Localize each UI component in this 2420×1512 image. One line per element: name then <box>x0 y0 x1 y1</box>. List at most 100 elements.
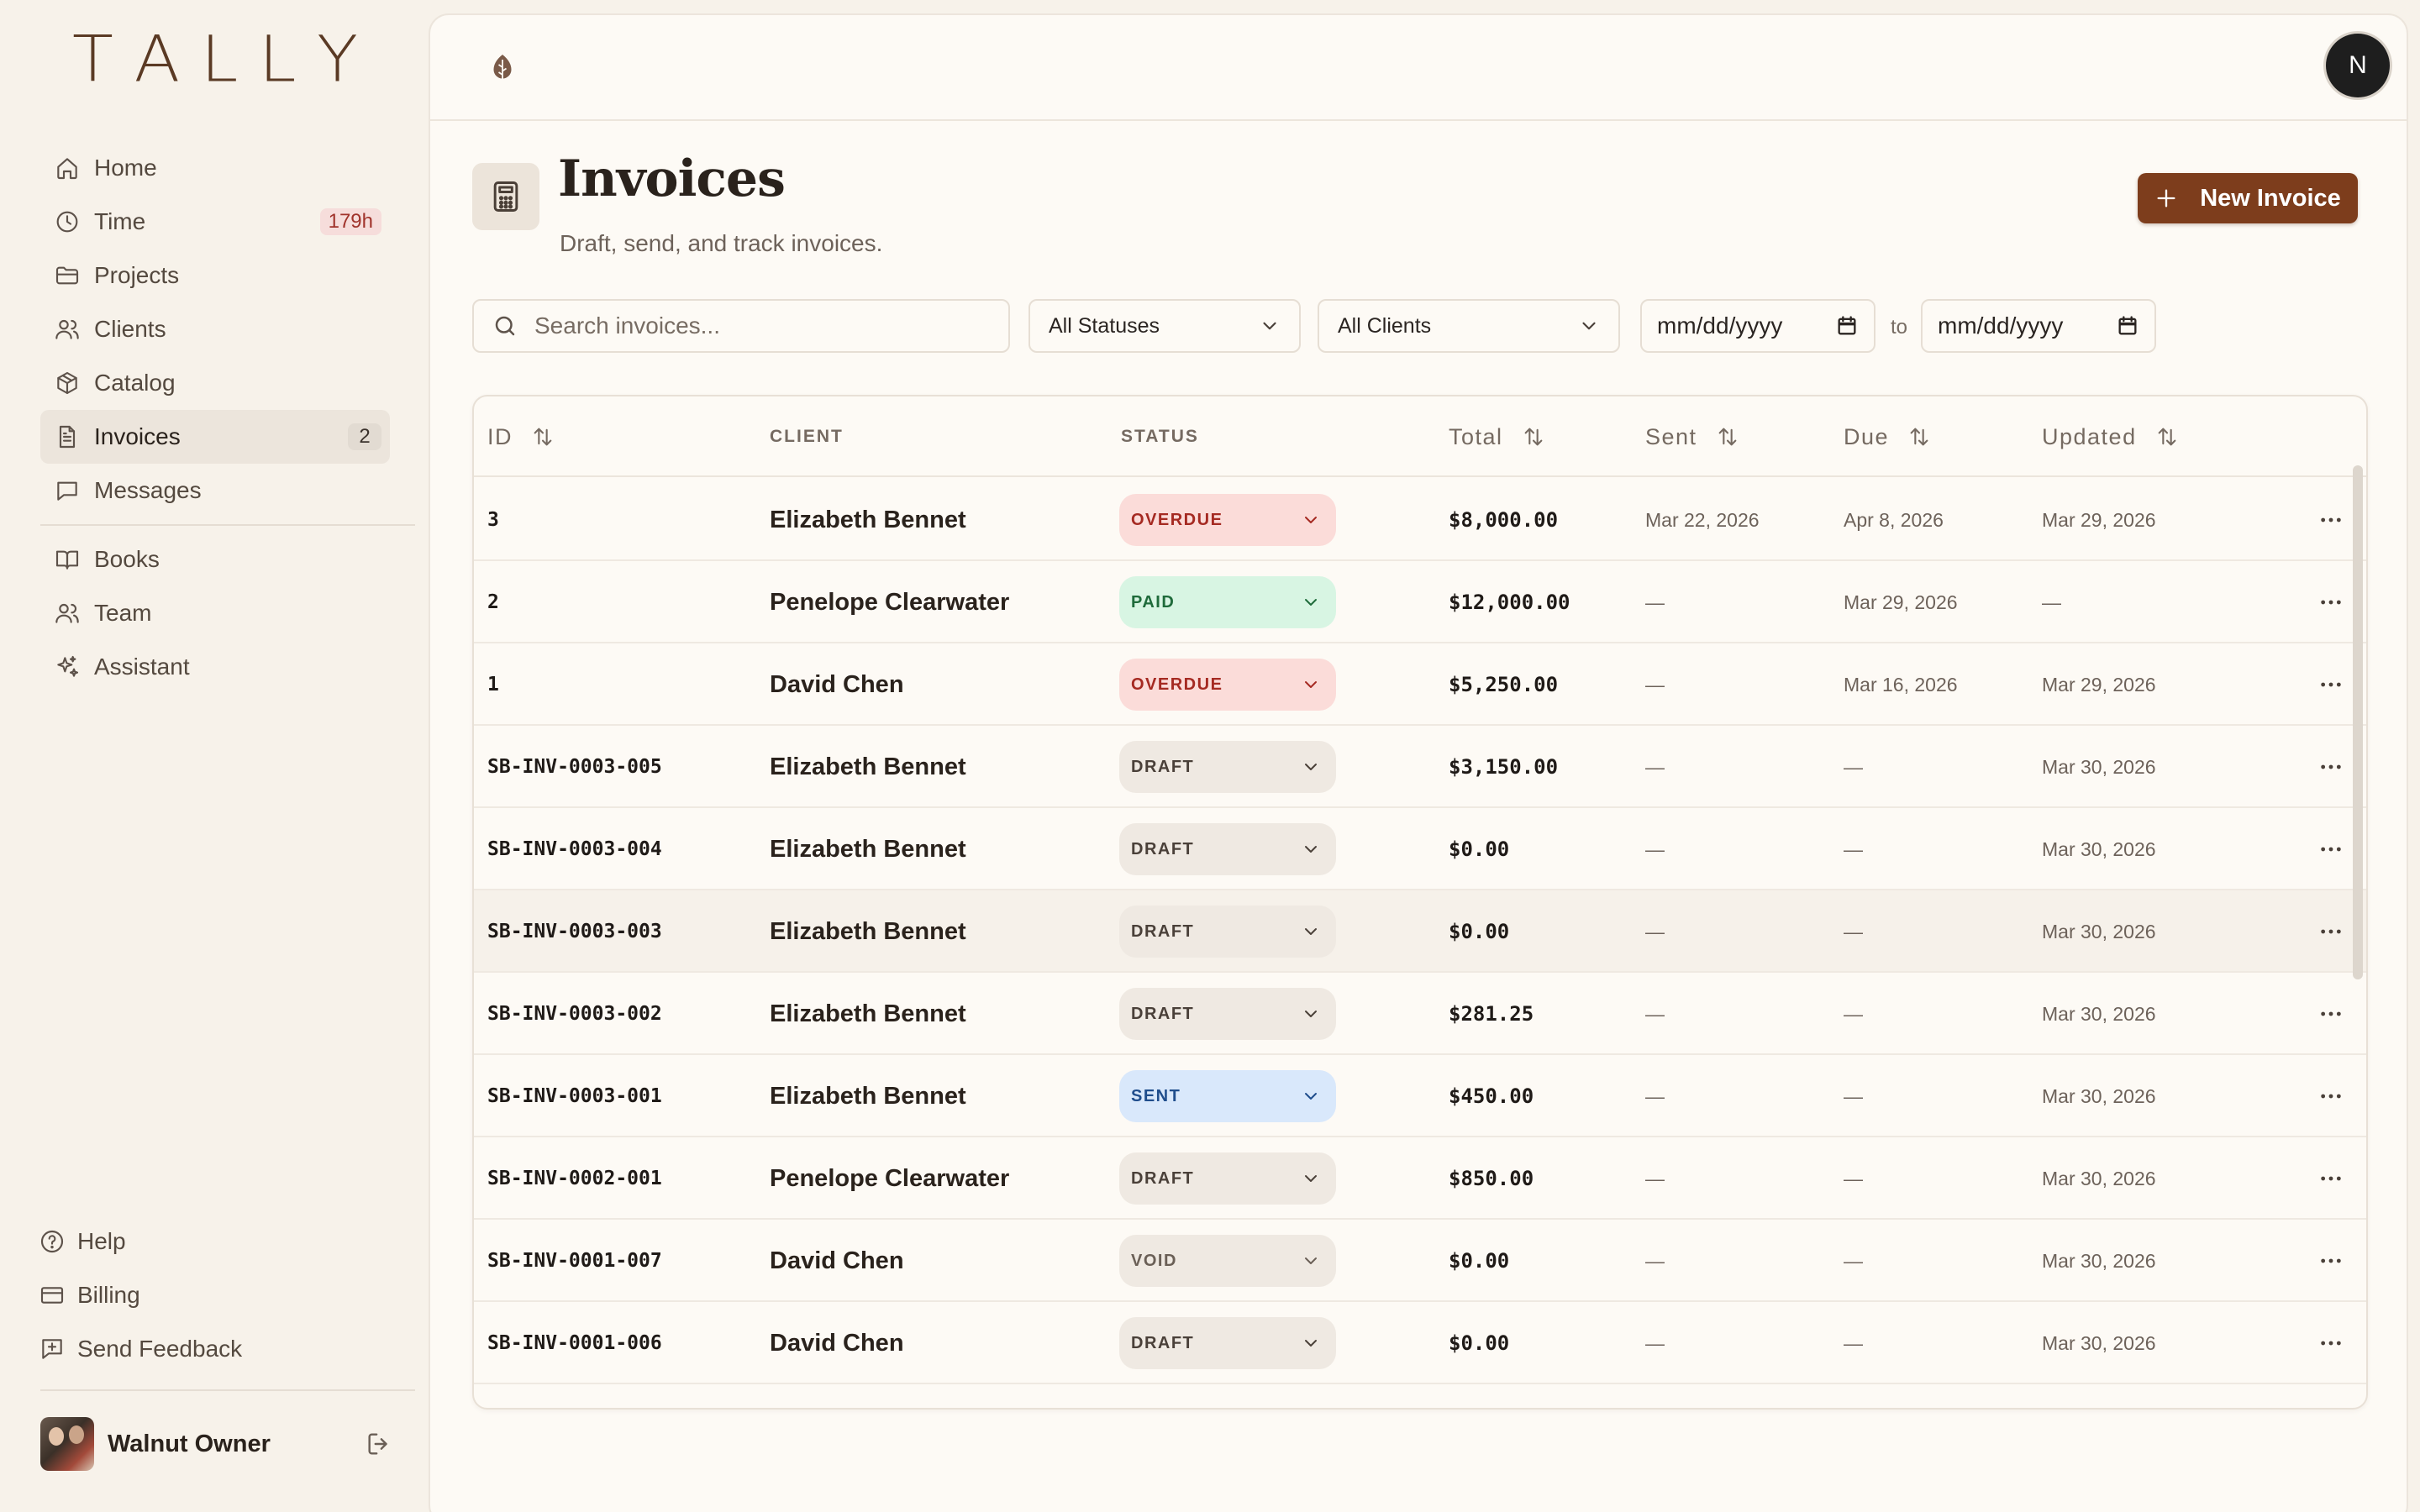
more-horizontal-icon[interactable] <box>2314 1137 2348 1220</box>
team-icon <box>54 600 81 627</box>
invoice-id[interactable]: SB-INV-0003-001 <box>487 1085 662 1107</box>
sidebar-item-home[interactable]: Home <box>40 141 390 195</box>
more-horizontal-icon[interactable] <box>2314 890 2348 973</box>
sidebar-item-catalog[interactable]: Catalog <box>40 356 390 410</box>
column-header-sent[interactable]: Sent <box>1645 396 1739 477</box>
more-horizontal-icon[interactable] <box>2314 973 2348 1055</box>
account-initial: N <box>2349 51 2367 79</box>
more-horizontal-icon[interactable] <box>2314 479 2348 561</box>
status-select[interactable]: OVERDUE <box>1119 494 1336 546</box>
status-cell: DRAFT <box>1119 1302 1336 1384</box>
more-horizontal-icon[interactable] <box>2314 643 2348 726</box>
calculator-icon <box>472 163 539 230</box>
sort-icon[interactable] <box>531 425 555 449</box>
more-horizontal-icon[interactable] <box>2314 1220 2348 1302</box>
status-select[interactable]: DRAFT <box>1119 906 1336 958</box>
table-row[interactable]: SB-INV-0001-006 David Chen DRAFT $0.00 — — Mar… <box>474 1302 2366 1384</box>
new-invoice-button[interactable]: New Invoice <box>2138 173 2358 223</box>
sidebar-item-team[interactable]: Team <box>40 586 390 640</box>
sidebar-item-time[interactable]: Time 179h <box>40 195 390 249</box>
chevron-down-icon <box>1301 592 1321 612</box>
column-header-total[interactable]: Total <box>1449 396 1545 477</box>
column-header-due[interactable]: Due <box>1844 396 1931 477</box>
table-row[interactable]: 1 David Chen OVERDUE $5,250.00 — Mar 16, 2026… <box>474 643 2366 726</box>
status-select[interactable]: PAID <box>1119 576 1336 628</box>
invoice-id[interactable]: SB-INV-0002-001 <box>487 1168 662 1189</box>
more-horizontal-icon[interactable] <box>2314 1055 2348 1137</box>
table-row[interactable]: SB-INV-0001-007 David Chen VOID $0.00 — — Mar … <box>474 1220 2366 1302</box>
invoice-updated-date: Mar 30, 2026 <box>2042 1002 2156 1025</box>
invoice-id[interactable]: SB-INV-0003-004 <box>487 838 662 860</box>
sort-icon[interactable] <box>1907 425 1931 449</box>
search-input[interactable] <box>534 312 1008 339</box>
new-invoice-label: New Invoice <box>2200 184 2341 212</box>
invoice-id[interactable]: 3 <box>487 509 499 531</box>
table-row[interactable]: SB-INV-0003-004 Elizabeth Bennet DRAFT $0.0… <box>474 808 2366 890</box>
table-row[interactable]: SB-INV-0003-001 Elizabeth Bennet SENT $450.… <box>474 1055 2366 1137</box>
calendar-icon[interactable] <box>2116 314 2139 338</box>
table-row[interactable]: SB-INV-0003-002 Elizabeth Bennet DRAFT $281… <box>474 973 2366 1055</box>
date-from-input[interactable]: mm/dd/yyyy <box>1640 299 1876 353</box>
table-row[interactable]: SB-INV-0003-005 Elizabeth Bennet DRAFT $3,1… <box>474 726 2366 808</box>
status-select[interactable]: DRAFT <box>1119 741 1336 793</box>
leaf-icon[interactable] <box>487 52 518 82</box>
client-filter-select[interactable]: All Clients <box>1318 299 1620 353</box>
status-select[interactable]: DRAFT <box>1119 988 1336 1040</box>
calendar-icon[interactable] <box>1835 314 1859 338</box>
user-profile[interactable]: Walnut Owner <box>40 1416 393 1472</box>
more-horizontal-icon[interactable] <box>2314 561 2348 643</box>
status-select[interactable]: DRAFT <box>1119 1317 1336 1369</box>
sidebar-item-assistant[interactable]: Assistant <box>40 640 390 694</box>
table-row[interactable]: SB-INV-0002-001 Penelope Clearwater DRAFT $… <box>474 1137 2366 1220</box>
status-select[interactable]: VOID <box>1119 1235 1336 1287</box>
status-cell: DRAFT <box>1119 1137 1336 1220</box>
sidebar-item-projects[interactable]: Projects <box>40 249 390 302</box>
status-cell: DRAFT <box>1119 973 1336 1055</box>
status-select[interactable]: DRAFT <box>1119 1152 1336 1205</box>
table-scrollbar[interactable] <box>2353 465 2363 979</box>
more-horizontal-icon[interactable] <box>2314 1302 2348 1384</box>
invoice-id[interactable]: SB-INV-0003-002 <box>487 1003 662 1025</box>
sort-icon[interactable] <box>1522 425 1545 449</box>
sidebar-item-send-feedback[interactable]: Send Feedback <box>39 1322 392 1376</box>
status-select[interactable]: OVERDUE <box>1119 659 1336 711</box>
account-avatar-button[interactable]: N <box>2326 34 2390 97</box>
status-select[interactable]: SENT <box>1119 1070 1336 1122</box>
sort-icon[interactable] <box>2155 425 2179 449</box>
sidebar-item-billing[interactable]: Billing <box>39 1268 392 1322</box>
column-header-label: CLIENT <box>770 427 844 446</box>
sort-icon[interactable] <box>1716 425 1739 449</box>
logout-icon[interactable] <box>365 1430 393 1458</box>
logo-letter: Y <box>317 22 358 97</box>
table-row[interactable]: SB-INV-0003-003 Elizabeth Bennet DRAFT $0.0… <box>474 890 2366 973</box>
invoice-total: $281.25 <box>1449 1002 1534 1026</box>
invoice-id[interactable]: SB-INV-0001-006 <box>487 1332 662 1354</box>
table-row[interactable]: 3 Elizabeth Bennet OVERDUE $8,000.00 Mar 22,… <box>474 479 2366 561</box>
logo-letter: A <box>134 22 181 97</box>
column-header-label: Total <box>1449 423 1503 449</box>
invoice-id[interactable]: SB-INV-0003-005 <box>487 756 662 778</box>
invoice-id[interactable]: 2 <box>487 591 499 613</box>
column-header-updated[interactable]: Updated <box>2042 396 2179 477</box>
status-select[interactable]: DRAFT <box>1119 823 1336 875</box>
invoice-sent-date: — <box>1645 837 1665 860</box>
invoices-table: ID CLIENT STATUS Total Sent Due <box>472 395 2368 1410</box>
date-to-input[interactable]: mm/dd/yyyy <box>1921 299 2156 353</box>
invoice-id[interactable]: 1 <box>487 674 499 696</box>
invoice-id[interactable]: SB-INV-0001-007 <box>487 1250 662 1272</box>
table-row[interactable]: 2 Penelope Clearwater PAID $12,000.00 — Mar 2… <box>474 561 2366 643</box>
invoice-id[interactable]: SB-INV-0003-003 <box>487 921 662 942</box>
sidebar-item-invoices[interactable]: Invoices 2 <box>40 410 390 464</box>
status-filter-select[interactable]: All Statuses <box>1028 299 1301 353</box>
column-header-id[interactable]: ID <box>487 396 555 477</box>
sidebar-item-help[interactable]: Help <box>39 1215 392 1268</box>
more-horizontal-icon[interactable] <box>2314 726 2348 808</box>
sidebar-item-messages[interactable]: Messages <box>40 464 390 517</box>
sidebar-item-clients[interactable]: Clients <box>40 302 390 356</box>
sidebar-item-books[interactable]: Books <box>40 533 390 586</box>
more-horizontal-icon[interactable] <box>2314 808 2348 890</box>
invoice-sent-date: Mar 22, 2026 <box>1645 508 1760 531</box>
search-box[interactable] <box>472 299 1010 353</box>
